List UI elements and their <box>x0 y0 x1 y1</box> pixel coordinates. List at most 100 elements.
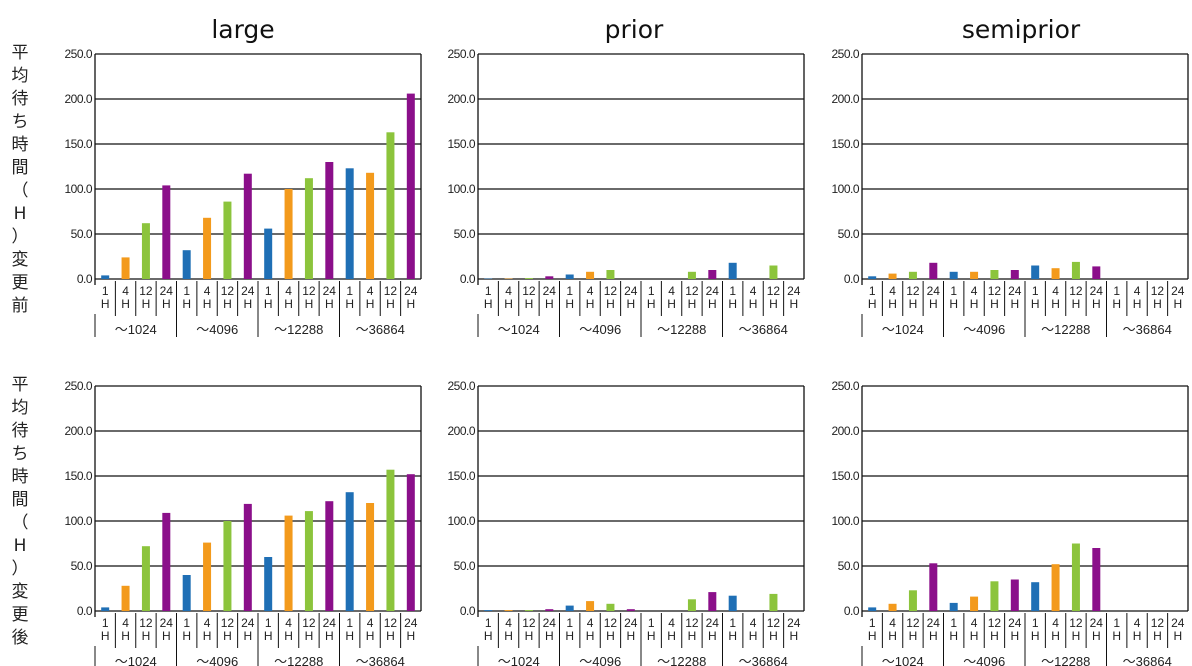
bar-12H-2 <box>990 581 999 611</box>
bar-12H-3 <box>304 511 313 611</box>
hour-label: 12 <box>988 284 1002 298</box>
hour-label-unit: H <box>366 297 375 311</box>
hour-label-unit: H <box>484 629 493 643</box>
hour-label: 12 <box>384 284 398 298</box>
hour-label: 24 <box>1090 284 1104 298</box>
hour-label: 4 <box>668 616 675 630</box>
hour-label: 4 <box>668 284 675 298</box>
bar-24H-1 <box>929 563 938 611</box>
hour-label: 4 <box>889 284 896 298</box>
hour-label: 24 <box>543 284 557 298</box>
chart-prior-before: 0.050.0100.0150.0200.0250.01H4H12H24H～10… <box>447 47 805 337</box>
row-label-char: 時 <box>12 135 29 155</box>
hour-label-unit: H <box>1031 629 1040 643</box>
hour-label-unit: H <box>909 297 918 311</box>
hour-label: 24 <box>160 616 174 630</box>
hour-label-unit: H <box>223 297 232 311</box>
group-label: ～4096 <box>963 322 1005 337</box>
hour-label: 4 <box>505 284 512 298</box>
bar-1H-3 <box>264 557 273 611</box>
hour-label-unit: H <box>1112 629 1121 643</box>
hour-label-unit: H <box>970 297 979 311</box>
bar-24H-3 <box>708 270 717 279</box>
hour-label: 1 <box>869 284 876 298</box>
bar-4H-4 <box>366 172 375 279</box>
bar-12H-4 <box>769 265 778 279</box>
hour-label: 12 <box>1151 616 1165 630</box>
row-label-char: H <box>14 536 27 556</box>
y-tick-label: 200.0 <box>64 424 92 438</box>
y-tick-label: 200.0 <box>831 424 859 438</box>
hour-label-unit: H <box>888 629 897 643</box>
hour-label-unit: H <box>1031 297 1040 311</box>
hour-label-unit: H <box>284 629 293 643</box>
hour-label: 1 <box>265 284 272 298</box>
y-tick-label: 250.0 <box>64 47 92 61</box>
hour-label: 4 <box>204 616 211 630</box>
group-label: ～1024 <box>115 322 157 337</box>
group-label: ～4096 <box>196 654 238 666</box>
hour-label-unit: H <box>626 297 635 311</box>
hour-label: 24 <box>1171 616 1185 630</box>
y-tick-label: 250.0 <box>831 379 859 393</box>
hour-label: 24 <box>323 616 337 630</box>
hour-label: 12 <box>139 284 153 298</box>
row-label-char: ） <box>12 227 29 247</box>
hour-label: 4 <box>1134 616 1141 630</box>
y-tick-label: 0.0 <box>460 272 476 286</box>
hour-label: 1 <box>346 616 353 630</box>
hour-label-unit: H <box>264 297 273 311</box>
hour-label: 12 <box>906 616 920 630</box>
hour-label-unit: H <box>545 297 554 311</box>
row-label-char: 均 <box>12 66 29 86</box>
hour-label: 4 <box>204 284 211 298</box>
bar-4H-1 <box>888 603 897 611</box>
hour-label: 24 <box>160 284 174 298</box>
group-label: ～36864 <box>1123 654 1172 666</box>
hour-label-unit: H <box>305 629 314 643</box>
hour-label-unit: H <box>142 297 151 311</box>
y-tick-label: 250.0 <box>64 379 92 393</box>
hour-label: 1 <box>566 284 573 298</box>
bar-4H-1 <box>888 273 897 279</box>
group-label: ～12288 <box>657 654 706 666</box>
y-tick-label: 150.0 <box>64 469 92 483</box>
hour-label-unit: H <box>182 629 191 643</box>
bar-24H-4 <box>406 93 415 279</box>
y-tick-label: 50.0 <box>838 227 860 241</box>
row-label-char: 待 <box>12 421 29 441</box>
hour-label: 24 <box>1008 284 1022 298</box>
bar-24H-2 <box>243 503 252 611</box>
bar-1H-1 <box>101 607 110 611</box>
hour-label-unit: H <box>929 629 938 643</box>
group-label: ～4096 <box>579 322 621 337</box>
hour-label: 4 <box>971 284 978 298</box>
hour-label: 1 <box>1032 616 1039 630</box>
row-label-char: 変 <box>12 582 29 602</box>
hour-label-unit: H <box>749 297 758 311</box>
group-label: ～1024 <box>882 322 924 337</box>
hour-label-unit: H <box>406 629 415 643</box>
bar-24H-1 <box>545 609 554 611</box>
hour-label-unit: H <box>586 297 595 311</box>
y-tick-label: 50.0 <box>454 227 476 241</box>
hour-label: 1 <box>729 284 736 298</box>
hour-label-unit: H <box>1051 629 1060 643</box>
hour-label-unit: H <box>504 297 513 311</box>
hour-label-unit: H <box>970 629 979 643</box>
hour-label: 12 <box>384 616 398 630</box>
y-tick-label: 250.0 <box>447 379 475 393</box>
hour-label-unit: H <box>708 297 717 311</box>
hour-label: 24 <box>1171 284 1185 298</box>
hour-label: 24 <box>404 616 418 630</box>
hour-label-unit: H <box>1072 297 1081 311</box>
row-label-char: 平 <box>12 375 29 395</box>
y-tick-label: 200.0 <box>447 424 475 438</box>
hour-label-unit: H <box>484 297 493 311</box>
bar-1H-2 <box>949 271 958 279</box>
hour-label: 1 <box>1113 616 1120 630</box>
hour-label: 24 <box>706 284 720 298</box>
hour-label-unit: H <box>243 297 252 311</box>
bar-12H-3 <box>1071 261 1080 279</box>
